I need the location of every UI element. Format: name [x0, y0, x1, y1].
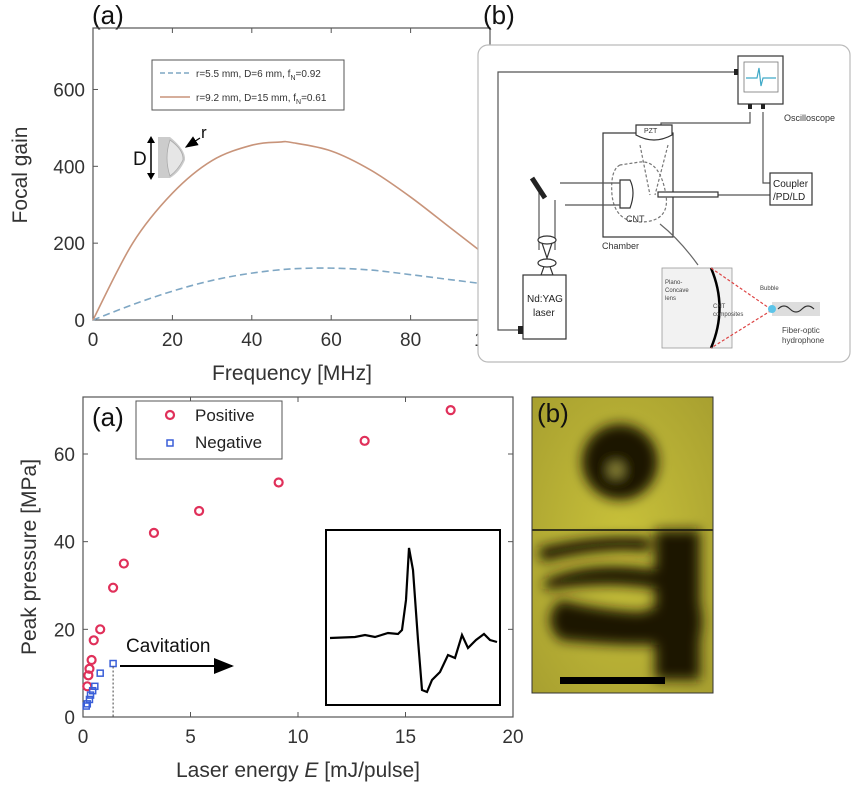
label-bubble: Bubble — [760, 286, 779, 292]
x-tick-label: 0 — [78, 727, 89, 748]
diameter-label: D — [133, 149, 147, 170]
series-line-1 — [92, 140, 491, 321]
panel-label-a-top: (a) — [92, 0, 124, 30]
point-positive — [86, 654, 97, 666]
point-positive — [83, 670, 94, 681]
peak-pressure-chart: (a) 0 5 10 15 20 0 20 40 60 Positive Negative Ca… — [18, 396, 524, 782]
x-tick-label: 0 — [88, 330, 99, 351]
label-coupler-2: /PD/LD — [773, 192, 805, 203]
label-cnt-composites-2: composites — [713, 312, 743, 318]
point-negative — [82, 702, 90, 710]
point-positive — [88, 635, 99, 646]
point-positive — [445, 405, 456, 416]
legend: r=5.5 mm, D=6 mm, fN=0.92 r=9.2 mm, D=15… — [151, 59, 345, 111]
y-tick-label: 400 — [53, 157, 85, 178]
y-tick-label: 0 — [64, 708, 75, 729]
point-positive — [95, 624, 106, 635]
waveform-inset — [325, 529, 501, 706]
bubble-photos: (b) — [531, 396, 714, 694]
x-tick-label: 20 — [162, 330, 183, 351]
series-line-0 — [92, 267, 491, 321]
label-laser-2: laser — [533, 308, 555, 319]
y-tick-label: 200 — [53, 234, 85, 255]
y-tick-label: 60 — [54, 445, 75, 466]
label-cnt: CNT — [626, 214, 645, 224]
y-tick-label: 600 — [53, 80, 85, 101]
point-positive — [107, 582, 119, 593]
label-pzt: PZT — [644, 128, 658, 135]
label-coupler: Coupler — [773, 179, 809, 190]
label-lens: Plano- — [665, 280, 682, 286]
label-lens-2: Concave — [665, 288, 689, 294]
x-tick-label: 5 — [185, 727, 196, 748]
x-tick-label: 80 — [400, 330, 421, 351]
cavitation-label: Cavitation — [126, 636, 211, 657]
point-positive — [273, 477, 284, 488]
point-positive — [359, 435, 370, 446]
panel-label-b-bottom: (b) — [537, 398, 569, 428]
y-tick-label: 40 — [54, 533, 75, 554]
label-laser: Nd:YAG — [527, 294, 563, 305]
label-hydrophone-2: hydrophone — [782, 336, 825, 345]
setup-diagram: (b) — [477, 0, 851, 363]
point-positive — [84, 663, 95, 674]
x-tick-label: 60 — [321, 330, 342, 351]
focal-gain-chart: (a) 0204060801000200400600 Focal gain Fr… — [9, 0, 506, 385]
point-negative — [83, 700, 92, 708]
radius-label: r — [201, 123, 207, 142]
panel-label-a-bottom: (a) — [92, 402, 124, 432]
legend-label: Positive — [195, 406, 255, 425]
y-axis-label: Peak pressure [MPa] — [18, 459, 41, 655]
y-tick-label: 0 — [74, 311, 85, 332]
panel-label-b-top: (b) — [483, 0, 515, 30]
transducer-sketch: D r — [133, 123, 207, 180]
point-negative — [109, 659, 117, 668]
point-positive — [148, 527, 160, 538]
point-negative — [96, 669, 104, 677]
point-positive — [118, 558, 129, 569]
legend-marker-square — [166, 439, 174, 447]
y-axis-label: Focal gain — [9, 127, 32, 224]
label-oscilloscope: Oscilloscope — [784, 113, 835, 123]
y-tick-label: 20 — [54, 620, 75, 641]
label-lens-3: lens — [665, 296, 676, 302]
x-tick-label: 15 — [395, 727, 416, 748]
x-axis-label: Frequency [MHz] — [212, 362, 372, 385]
legend: Positive Negative — [135, 400, 283, 460]
legend-label: r=9.2 mm, D=15 mm, fN=0.61 — [196, 93, 327, 106]
x-tick-label: 20 — [502, 727, 523, 748]
legend-marker-circle — [164, 409, 176, 421]
legend-label: Negative — [195, 433, 262, 452]
x-tick-label: 10 — [287, 727, 308, 748]
label-hydrophone: Fiber-optic — [782, 326, 820, 335]
point-negative — [91, 682, 99, 691]
label-cnt-composites: CNT — [713, 304, 726, 310]
scale-bar — [560, 677, 665, 684]
x-axis-label: Laser energy E [mJ/pulse] — [176, 759, 420, 782]
point-positive — [194, 505, 205, 517]
waveform-trace — [329, 547, 498, 694]
legend-label: r=5.5 mm, D=6 mm, fN=0.92 — [196, 69, 321, 82]
label-chamber: Chamber — [602, 241, 639, 251]
point-negative — [88, 686, 97, 695]
point-negative — [86, 691, 95, 699]
x-tick-label: 40 — [241, 330, 262, 351]
